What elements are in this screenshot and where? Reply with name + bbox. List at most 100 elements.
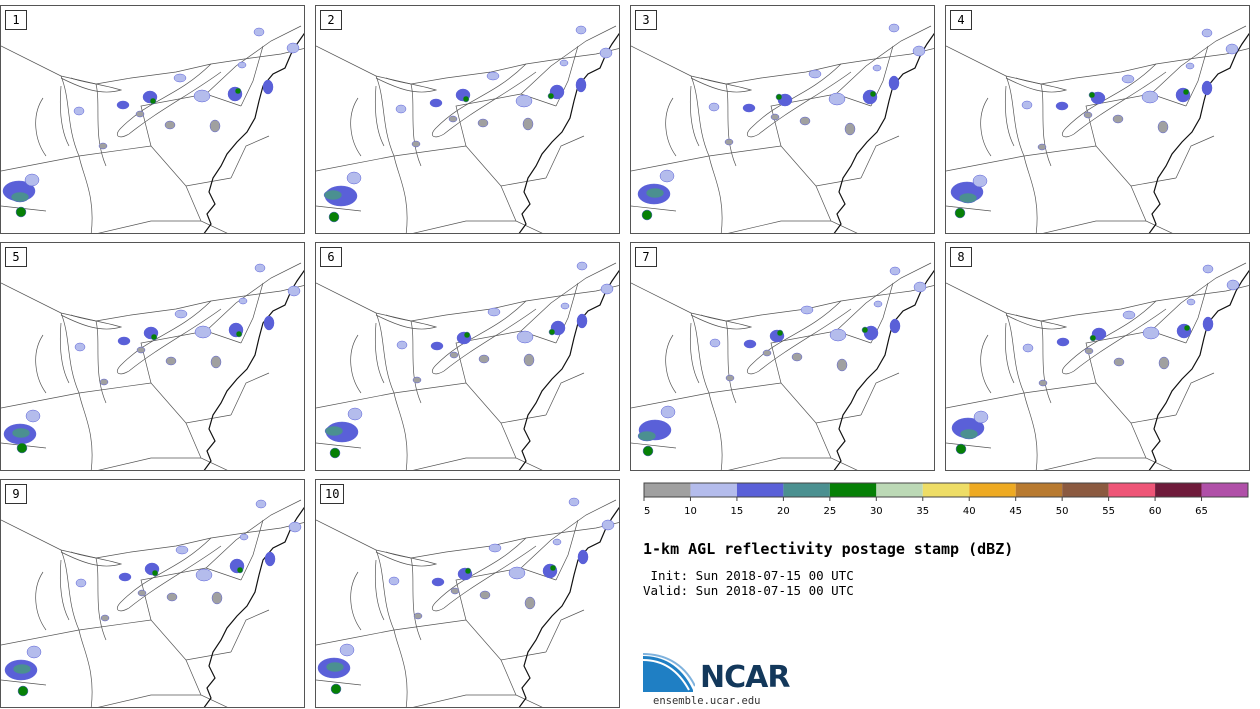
colorbar-segment: [690, 483, 737, 497]
reflectivity-cell: [641, 209, 653, 221]
reflectivity-cell: [98, 142, 108, 150]
reflectivity-cell: [136, 346, 146, 354]
boundary-line: [631, 155, 710, 172]
reflectivity-cell: [118, 572, 132, 582]
boundary-line: [413, 220, 516, 233]
boundary-line: [117, 537, 222, 612]
boundary-line: [1062, 63, 1167, 138]
boundary-line: [545, 372, 585, 416]
reflectivity-cell: [347, 407, 363, 421]
boundary-line: [770, 330, 872, 384]
member-number: 6: [320, 247, 342, 267]
coastline: [833, 269, 934, 470]
reflectivity-cell: [239, 533, 249, 541]
reflectivity-cell: [24, 173, 40, 187]
reflectivity-map: [316, 497, 619, 707]
reflectivity-cell: [1088, 91, 1096, 99]
colorbar-segment: [922, 483, 970, 497]
reflectivity-cell: [488, 543, 502, 553]
reflectivity-cell: [1142, 326, 1160, 340]
boundary-line: [316, 45, 619, 85]
member-number: 1: [5, 10, 27, 30]
colorbar-segment: [1155, 483, 1202, 497]
reflectivity-cell: [12, 663, 32, 675]
reflectivity-cell: [888, 75, 900, 91]
boundary-line: [665, 85, 700, 157]
reflectivity-cell: [836, 358, 848, 372]
colorbar-tick-label: 35: [916, 506, 929, 517]
boundary-line: [631, 392, 710, 409]
reflectivity-map: [1, 25, 304, 233]
colorbar-tick-label: 50: [1056, 506, 1069, 517]
coastline: [518, 506, 619, 707]
reflectivity-cell: [25, 409, 41, 423]
colorbar-segment: [783, 483, 830, 497]
colorbar-segment: [1201, 483, 1248, 497]
boundary-line: [205, 25, 302, 95]
reflectivity-cell: [287, 285, 301, 297]
colorbar-frame: [643, 482, 1249, 498]
reflectivity-cell: [522, 117, 534, 131]
reflectivity-cell: [329, 447, 341, 459]
boundary-line: [1043, 220, 1146, 233]
boundary-line: [1, 629, 80, 646]
site-url: ensemble.ucar.edu: [653, 695, 761, 707]
reflectivity-cell: [210, 355, 222, 369]
reflectivity-cell: [560, 302, 570, 310]
reflectivity-cell: [262, 79, 274, 95]
reflectivity-cell: [958, 192, 978, 204]
boundary-line: [1, 155, 80, 172]
colorbar-tick-label: 25: [823, 506, 836, 517]
boundary-line: [413, 694, 516, 707]
coastline: [203, 506, 304, 707]
reflectivity-cell: [264, 551, 276, 567]
boundary-line: [631, 442, 677, 449]
reflectivity-cell: [743, 339, 757, 349]
boundary-line: [1043, 457, 1146, 470]
reflectivity-cell: [237, 61, 247, 69]
boundary-line: [1040, 83, 1052, 167]
reflectivity-cell: [724, 138, 734, 146]
reflectivity-cell: [1183, 324, 1191, 332]
reflectivity-cell: [116, 100, 130, 110]
reflectivity-cell: [193, 89, 211, 103]
boundary-line: [835, 25, 932, 95]
boundary-line: [140, 93, 242, 147]
boundary-line: [631, 205, 677, 212]
reflectivity-cell: [479, 590, 491, 600]
reflectivity-cell: [889, 266, 901, 276]
boundary-line: [117, 300, 222, 375]
boundary-line: [413, 457, 516, 470]
reflectivity-cell: [524, 596, 536, 610]
reflectivity-cell: [195, 568, 213, 582]
reflectivity-cell: [601, 519, 615, 531]
reflectivity-map: [1, 499, 304, 707]
boundary-line: [455, 567, 557, 621]
boundary-line: [230, 135, 270, 179]
reflectivity-cell: [324, 425, 344, 437]
reflectivity-cell: [1056, 337, 1070, 347]
boundary-line: [690, 77, 753, 93]
reflectivity-cell: [1201, 80, 1213, 96]
boundary-line: [946, 282, 1249, 322]
boundary-line: [1, 392, 80, 409]
boundary-line: [35, 85, 70, 157]
reflectivity-cell: [288, 521, 302, 533]
member-number: 5: [5, 247, 27, 267]
member-panel: 8: [945, 242, 1250, 471]
reflectivity-cell: [174, 309, 188, 319]
reflectivity-cell: [150, 333, 158, 341]
reflectivity-cell: [762, 349, 772, 357]
colorbar-tick-label: 20: [777, 506, 790, 517]
boundary-line: [98, 694, 201, 707]
boundary-line: [95, 320, 107, 404]
coastline: [833, 32, 934, 233]
boundary-line: [1085, 93, 1187, 147]
boundary-line: [665, 322, 700, 394]
boundary-line: [545, 609, 585, 653]
member-number: 8: [950, 247, 972, 267]
reflectivity-cell: [449, 351, 459, 359]
coastline: [518, 269, 619, 470]
boundary-line: [946, 45, 1249, 85]
boundary-line: [35, 322, 70, 394]
